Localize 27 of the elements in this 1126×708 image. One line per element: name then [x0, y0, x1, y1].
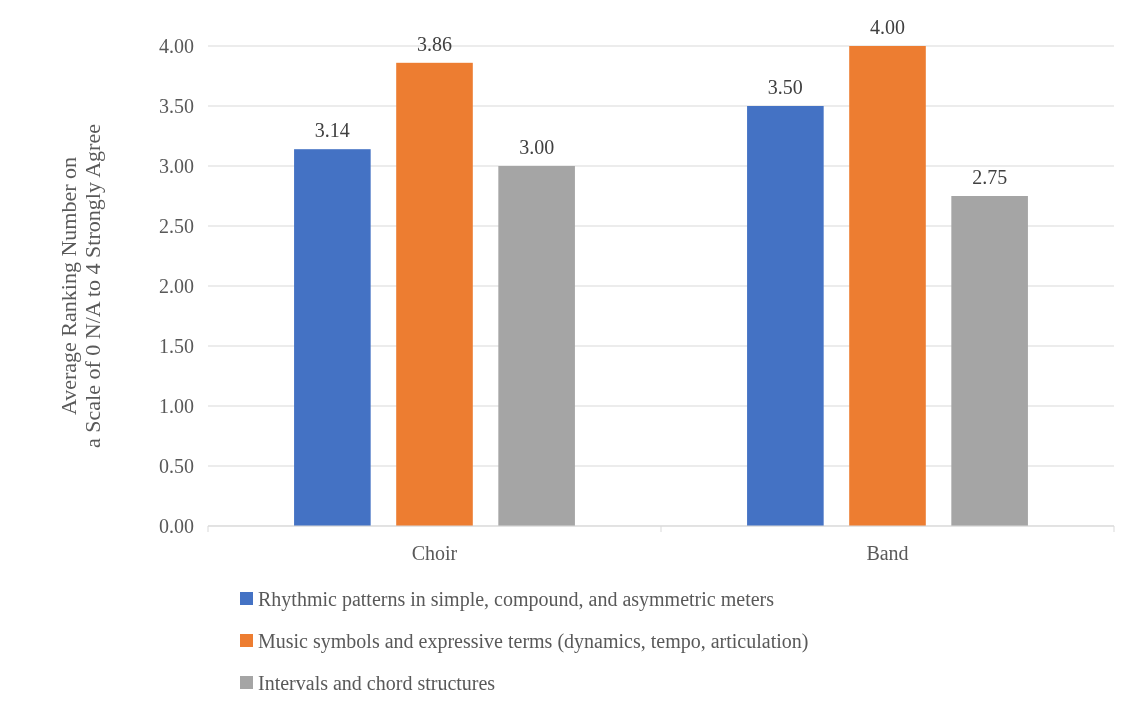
data-label: 3.50 — [767, 76, 803, 98]
bar — [951, 196, 1028, 526]
x-tick-label: Band — [866, 542, 909, 564]
bar — [294, 149, 371, 526]
legend-label: Intervals and chord structures — [258, 672, 496, 694]
legend-label: Rhythmic patterns in simple, compound, and asymmetric meters — [258, 588, 775, 611]
x-tick-label: Choir — [411, 542, 458, 564]
data-label: 3.86 — [417, 32, 452, 55]
y-tick-label: 4.00 — [159, 35, 194, 57]
y-tick-label: 1.50 — [159, 335, 194, 357]
y-tick-label: 2.50 — [159, 215, 194, 237]
y-tick-label: 1.00 — [159, 395, 194, 417]
data-label: 3.14 — [314, 119, 350, 142]
y-tick-label: 0.00 — [159, 515, 194, 537]
y-tick-label: 0.50 — [159, 455, 194, 477]
y-axis-title: Average Ranking Number on a Scale of 0 N/A to 4 Strongly Agree — [55, 124, 106, 448]
data-label: 4.00 — [870, 16, 905, 38]
bar — [849, 46, 926, 526]
bar — [396, 62, 473, 526]
bar — [498, 166, 575, 526]
bar — [747, 106, 824, 526]
legend-label: Music symbols and expressive terms (dynamics, tempo, articulation) — [258, 630, 809, 653]
y-tick-label: 2.00 — [159, 275, 194, 297]
y-tick-label: 3.50 — [159, 95, 194, 117]
data-label: 3.00 — [519, 136, 555, 158]
data-label: 2.75 — [972, 166, 1008, 188]
y-tick-label: 3.00 — [159, 155, 194, 177]
